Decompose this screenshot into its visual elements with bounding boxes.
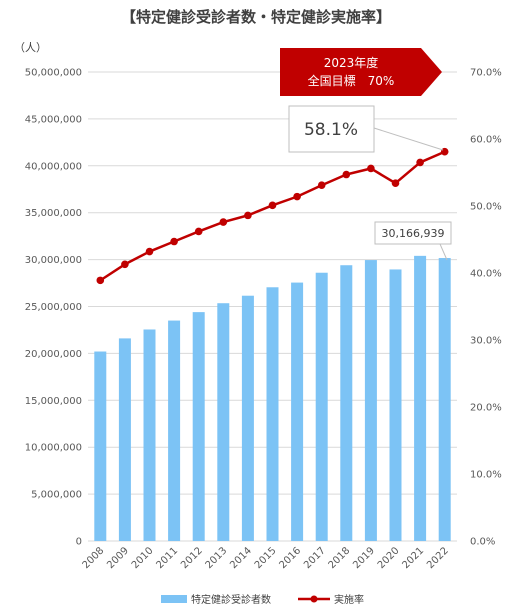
right-tick-label: 50.0% — [470, 202, 502, 213]
bar — [241, 295, 254, 541]
left-tick-label: 15,000,000 — [25, 396, 82, 407]
x-tick-label: 2015 — [253, 545, 279, 571]
rate-point — [317, 181, 326, 190]
rate-point — [244, 211, 252, 220]
left-tick-label: 0 — [76, 537, 82, 548]
bar — [168, 320, 181, 541]
x-tick-label: 2010 — [130, 545, 156, 571]
x-tick-label: 2013 — [204, 545, 230, 571]
rate-point — [268, 201, 277, 210]
rate-point — [96, 276, 105, 285]
target-value-label: 全国目標 70% — [308, 73, 395, 88]
count-callout: 30,166,939 — [374, 221, 452, 261]
legend-line-label: 実施率 — [334, 593, 364, 606]
left-tick-label: 10,000,000 — [25, 443, 82, 454]
rate-point — [170, 237, 178, 246]
x-tick-label: 2021 — [400, 545, 426, 571]
target-arrow-shape — [280, 48, 442, 96]
rate-point — [342, 170, 351, 179]
x-tick-label: 2020 — [376, 545, 402, 571]
bar — [340, 265, 353, 541]
bar-series — [94, 255, 451, 541]
right-tick-label: 30.0% — [470, 336, 502, 347]
rate-point — [367, 164, 375, 173]
bar — [438, 258, 451, 541]
right-tick-label: 20.0% — [470, 403, 502, 414]
left-tick-label: 5,000,000 — [31, 490, 82, 501]
left-tick-label: 25,000,000 — [25, 302, 82, 313]
line-series — [96, 147, 449, 285]
left-tick-label: 35,000,000 — [25, 208, 82, 219]
rate-callout-box — [288, 105, 375, 153]
target-callout: 2023年度 全国目標 70% — [280, 48, 442, 96]
legend-bar-swatch — [161, 595, 187, 603]
left-tick-label: 30,000,000 — [25, 255, 82, 266]
rate-point — [145, 247, 154, 256]
left-tick-label: 40,000,000 — [25, 161, 82, 172]
bar — [291, 282, 304, 541]
rate-point — [293, 192, 301, 201]
right-axis: 0.0% 10.0% 20.0% 30.0% 40.0% 50.0% 60.0% 70.0% — [470, 68, 502, 548]
bar — [118, 338, 131, 541]
x-tick-label: 2011 — [154, 545, 180, 571]
rate-point — [194, 227, 203, 236]
rate-callout-label: 58.1% — [304, 120, 358, 140]
bar — [192, 312, 205, 541]
legend-bar-label: 特定健診受診者数 — [191, 593, 271, 606]
right-tick-label: 70.0% — [470, 68, 502, 79]
x-tick-label: 2017 — [302, 545, 328, 571]
bar — [414, 255, 427, 541]
rate-point — [121, 260, 129, 269]
target-year-label: 2023年度 — [324, 55, 379, 70]
rate-line — [99, 150, 446, 282]
rate-callout: 58.1% — [288, 105, 444, 153]
right-tick-label: 10.0% — [470, 470, 502, 481]
rate-point — [416, 158, 424, 167]
left-axis: 0 5,000,000 10,000,000 15,000,000 20,000,000… — [25, 68, 82, 548]
bar — [315, 272, 328, 541]
rate-point — [440, 147, 449, 156]
rate-callout-leader — [373, 127, 444, 151]
legend-line-marker — [310, 595, 318, 603]
bar — [266, 287, 279, 541]
x-tick-label: 2014 — [228, 545, 254, 571]
left-tick-label: 20,000,000 — [25, 349, 82, 360]
rate-point — [219, 218, 228, 226]
right-tick-label: 60.0% — [470, 135, 502, 146]
count-callout-label: 30,166,939 — [382, 227, 445, 240]
bar — [94, 351, 107, 541]
count-callout-box — [374, 221, 452, 245]
x-tick-label: 2019 — [351, 545, 377, 571]
x-tick-label: 2008 — [81, 545, 107, 571]
x-tick-label: 2022 — [425, 545, 451, 571]
bar — [364, 260, 377, 541]
left-tick-label: 50,000,000 — [25, 68, 82, 79]
left-tick-label: 45,000,000 — [25, 114, 82, 125]
x-tick-label: 2009 — [105, 545, 131, 571]
x-axis: 2008200920102011201220132014201520162017… — [81, 545, 451, 571]
right-tick-label: 40.0% — [470, 269, 502, 280]
bar — [217, 303, 230, 541]
right-tick-label: 0.0% — [470, 537, 495, 548]
bar — [389, 269, 402, 541]
bar — [143, 329, 156, 541]
x-tick-label: 2016 — [277, 545, 303, 571]
count-callout-leader — [439, 243, 448, 261]
x-tick-label: 2018 — [327, 545, 353, 571]
x-tick-label: 2012 — [179, 545, 205, 571]
legend: 特定健診受診者数 実施率 — [161, 593, 364, 606]
chart-title: 【特定健診受診者数・特定健診実施率】 — [121, 8, 391, 26]
left-axis-unit: （人） — [14, 41, 47, 54]
rate-point — [391, 179, 400, 188]
